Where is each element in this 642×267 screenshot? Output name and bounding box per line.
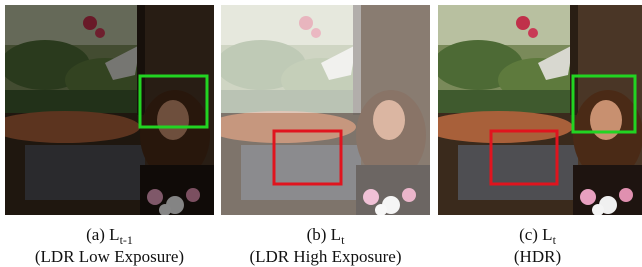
panel-b: (b) Lt (LDR High Exposure) (206, 5, 430, 266)
subscript: t-1 (120, 233, 133, 247)
page: (a) Lt-1 (LDR Low Exposure) (b) Lt (LDR … (0, 0, 642, 267)
figure: (a) Lt-1 (LDR Low Exposure) (b) Lt (LDR … (0, 0, 642, 267)
caption-description: (LDR Low Exposure) (35, 247, 184, 266)
panel-c: (c) Lt (HDR) (423, 5, 642, 266)
caption-description: (HDR) (514, 247, 561, 266)
caption-label: (c) Lt (519, 225, 557, 247)
exposure-overlay (5, 5, 214, 215)
caption-label: (a) Lt-1 (86, 225, 133, 247)
subscript: t (553, 233, 557, 247)
label: (c) L (519, 225, 553, 244)
subscript: t (341, 233, 345, 247)
panel-a: (a) Lt-1 (LDR Low Exposure) (0, 5, 214, 266)
label: (b) L (307, 225, 341, 244)
caption-description: (LDR High Exposure) (249, 247, 401, 266)
window-overexposure (221, 5, 361, 113)
label: (a) L (86, 225, 120, 244)
caption-label: (b) Lt (307, 225, 345, 247)
